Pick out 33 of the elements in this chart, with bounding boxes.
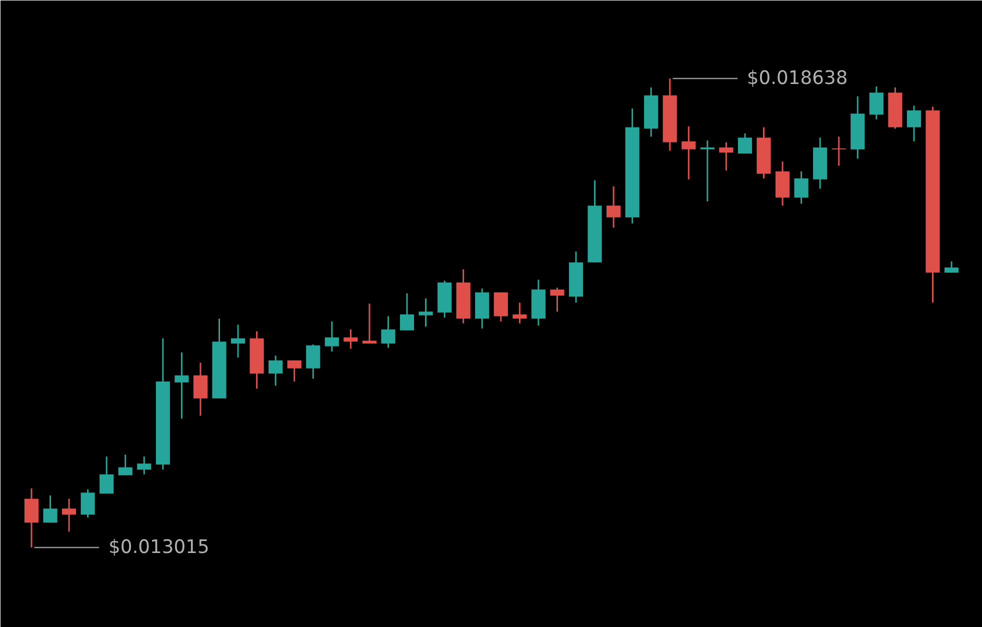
annotation: $0.018638 <box>746 68 848 89</box>
candlestick <box>719 142 734 172</box>
candlestick <box>494 292 508 322</box>
candlestick <box>287 360 302 382</box>
candlestick <box>62 498 76 532</box>
candlestick <box>794 170 808 204</box>
candlestick <box>80 488 95 518</box>
candlestick <box>24 488 39 548</box>
candlestick <box>906 104 922 142</box>
candlestick <box>137 456 152 476</box>
candlestick <box>512 302 527 324</box>
candlestick <box>230 324 246 358</box>
candlestick <box>362 302 376 344</box>
candlestick <box>344 328 358 350</box>
candlestick <box>418 298 433 328</box>
candlestick <box>400 292 414 332</box>
candlestick <box>606 186 621 228</box>
candlestick <box>738 132 752 154</box>
candlestick <box>381 316 396 348</box>
candlestick <box>306 344 320 380</box>
candlestick <box>324 320 339 352</box>
candlestick <box>869 86 884 120</box>
candlestick <box>174 352 189 420</box>
candlestick <box>682 126 696 180</box>
candlestick <box>43 494 58 524</box>
candlestick <box>832 136 846 166</box>
annotation: $0.013015 <box>108 537 210 558</box>
candlestick <box>100 456 114 494</box>
candlestick <box>193 362 208 416</box>
candlestick <box>268 354 283 386</box>
candlestick <box>550 286 564 312</box>
candlestick <box>118 454 132 476</box>
candlestick <box>700 140 714 202</box>
